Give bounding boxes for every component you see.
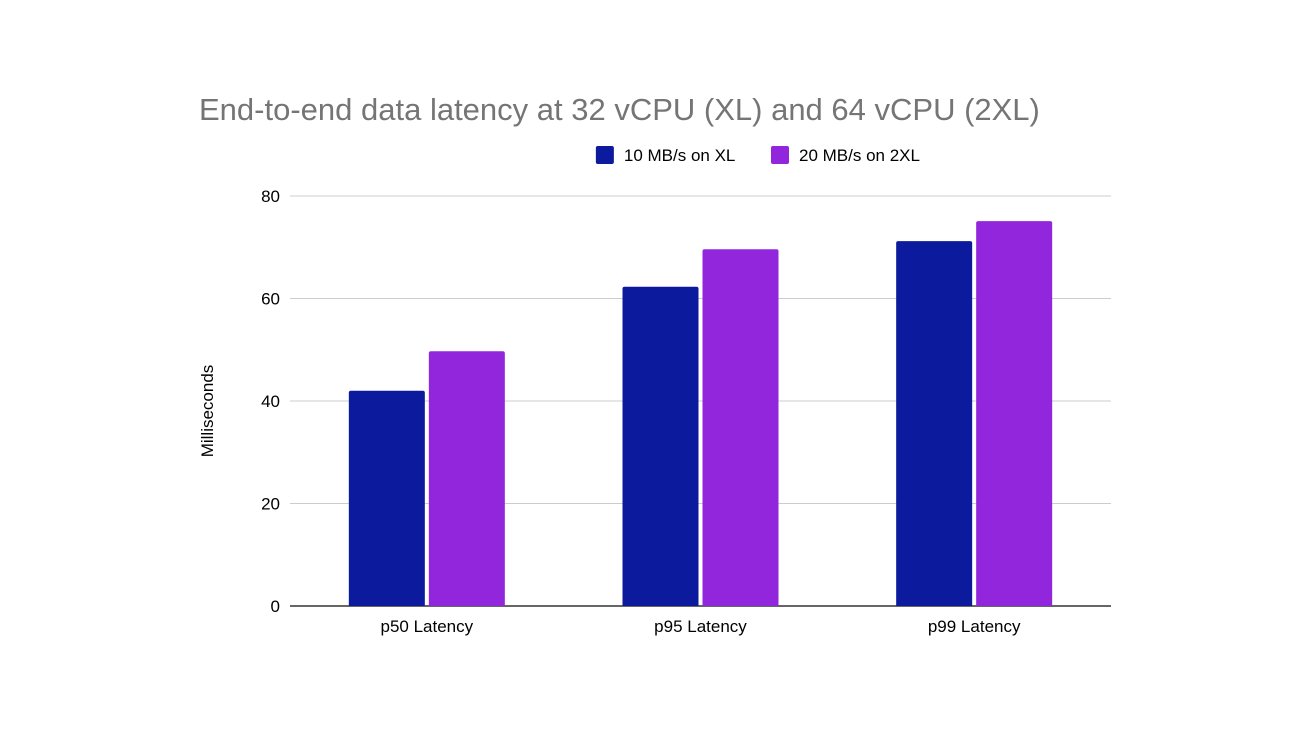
y-tick-label: 60 <box>261 290 280 309</box>
y-axis-label: Milliseconds <box>198 365 217 458</box>
bar-series-2 <box>703 249 779 606</box>
legend-swatch-series-1 <box>596 146 614 164</box>
bar-series-2 <box>429 351 505 606</box>
x-tick-label: p50 Latency <box>381 617 474 636</box>
bar-chart: End-to-end data latency at 32 vCPU (XL) … <box>0 0 1307 734</box>
chart-title: End-to-end data latency at 32 vCPU (XL) … <box>199 92 1040 127</box>
legend-label: 10 MB/s on XL <box>624 146 736 165</box>
chart-container: End-to-end data latency at 32 vCPU (XL) … <box>0 0 1307 734</box>
bar-series-2 <box>976 221 1052 606</box>
legend-label: 20 MB/s on 2XL <box>799 146 920 165</box>
y-tick-label: 0 <box>271 597 280 616</box>
bar-series-1 <box>896 241 972 606</box>
y-tick-label: 20 <box>261 495 280 514</box>
y-tick-label: 40 <box>261 392 280 411</box>
x-tick-label: p99 Latency <box>928 617 1021 636</box>
x-tick-label: p95 Latency <box>654 617 747 636</box>
y-tick-label: 80 <box>261 187 280 206</box>
bar-series-1 <box>349 391 425 606</box>
bar-series-1 <box>623 287 699 606</box>
legend-swatch-series-2 <box>771 146 789 164</box>
